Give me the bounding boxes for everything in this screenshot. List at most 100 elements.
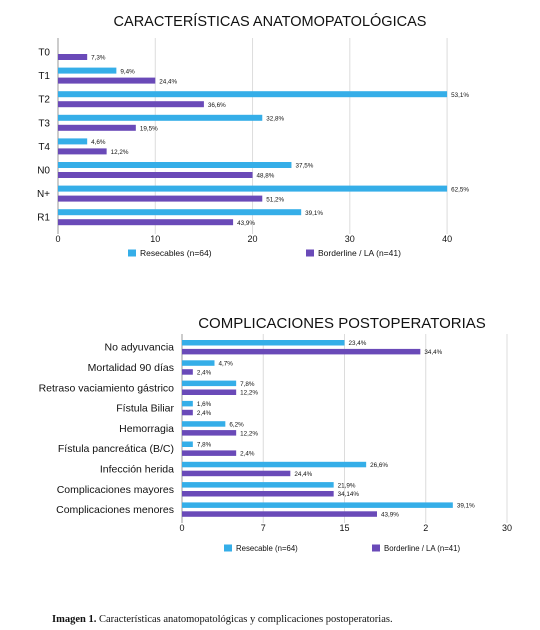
data-label: 48,8% [257, 173, 275, 180]
legend-swatch [224, 544, 232, 552]
data-label: 4,6% [91, 139, 106, 146]
bar [182, 502, 453, 508]
data-label: 7,8% [240, 381, 255, 388]
category-label: Complicaciones menores [56, 504, 174, 516]
bar [58, 209, 302, 216]
legend-label: Borderline / LA (n=41) [318, 248, 401, 258]
category-label: Complicaciones mayores [57, 484, 174, 496]
figure-caption: Imagen 1. Características anatomopatológ… [52, 614, 393, 625]
x-tick-label: 0 [179, 523, 184, 533]
data-label: 39,1% [305, 210, 323, 217]
bar [182, 450, 237, 456]
bar [182, 461, 367, 468]
x-tick-label: 20 [248, 234, 258, 244]
chart-anatomo: CARACTERÍSTICAS ANATOMOPATOLÓGICAS 0 10 20 3… [37, 13, 469, 258]
data-label: 2,4% [197, 410, 212, 417]
bar [182, 340, 345, 346]
legend-swatch [372, 544, 380, 552]
bar [58, 114, 263, 121]
data-label: 37,5% [295, 163, 313, 170]
category-label: R1 [37, 213, 50, 224]
data-label: 4,7% [219, 361, 234, 368]
bar [58, 77, 156, 84]
category-label: Fístula pancreática (B/C) [58, 443, 174, 455]
data-label: 51,2% [266, 196, 284, 203]
category-label: T1 [38, 71, 50, 82]
category-label: Mortalidad 90 días [88, 362, 174, 374]
bar [58, 138, 88, 145]
bar [182, 360, 215, 366]
x-tick-label: 7 [261, 523, 266, 533]
data-label: 43,9% [381, 512, 399, 519]
data-label: 43,9% [237, 220, 255, 227]
category-label: Fístula Biliar [116, 403, 174, 415]
x-tick-label: 30 [345, 234, 355, 244]
data-label: 19,5% [140, 126, 158, 133]
bar [182, 511, 377, 517]
bar [182, 430, 237, 436]
data-label: 34,14% [338, 491, 360, 498]
bar [182, 421, 226, 427]
data-label: 6,2% [229, 421, 244, 428]
bar [182, 491, 334, 497]
x-tick-label: 0 [55, 234, 60, 244]
bar [58, 185, 448, 192]
bar [58, 54, 88, 60]
category-label: T4 [38, 142, 50, 153]
category-label: Hemorragia [119, 423, 174, 435]
data-label: 2,4% [240, 451, 255, 458]
chart-complic: COMPLICACIONES POSTOPERATORIAS 0 7 15 2 30 No … [39, 315, 512, 553]
bar [182, 348, 421, 355]
category-label: N+ [37, 189, 50, 200]
bar [58, 67, 117, 74]
bar [58, 219, 234, 226]
data-label: 12,2% [240, 390, 258, 397]
data-label: 23,4% [349, 340, 367, 347]
category-label: T3 [38, 118, 50, 129]
bar [58, 91, 448, 98]
legend-label: Borderline / LA (n=41) [384, 544, 460, 553]
bar [182, 441, 193, 447]
data-label: 24,4% [294, 471, 312, 478]
x-tick-label: 2 [423, 523, 428, 533]
data-label: 32,8% [266, 116, 284, 123]
bar [58, 172, 253, 178]
data-label: 9,4% [120, 68, 135, 75]
caption-text: Características anatomopatológicas y com… [96, 614, 393, 625]
data-label: 36,6% [208, 102, 226, 109]
data-label: 39,1% [457, 503, 475, 510]
data-label: 53,1% [451, 92, 469, 99]
chart-title: COMPLICACIONES POSTOPERATORIAS [198, 315, 486, 332]
bar [58, 148, 107, 155]
data-label: 26,6% [370, 462, 388, 469]
data-label: 7,8% [197, 442, 212, 449]
bar [58, 101, 204, 108]
category-label: N0 [37, 166, 50, 177]
data-label: 21,9% [338, 482, 356, 489]
legend-label: Resecable (n=64) [236, 544, 298, 553]
legend-swatch [306, 249, 314, 257]
bar [58, 195, 263, 202]
category-label: T2 [38, 95, 50, 106]
bar [58, 124, 136, 131]
data-label: 7,3% [91, 55, 106, 62]
x-tick-label: 15 [339, 523, 349, 533]
x-tick-label: 30 [502, 523, 512, 533]
bar [58, 162, 292, 168]
bar [182, 380, 237, 387]
data-label: 12,2% [111, 149, 129, 156]
category-label: T0 [38, 48, 50, 59]
caption-label: Imagen 1. [52, 614, 97, 625]
data-label: 62,5% [451, 186, 469, 193]
bar [182, 409, 193, 416]
data-label: 1,6% [197, 401, 212, 408]
data-label: 2,4% [197, 369, 212, 376]
bar [182, 369, 193, 375]
x-tick-label: 10 [150, 234, 160, 244]
legend-label: Resecables (n=64) [140, 248, 212, 258]
data-label: 12,2% [240, 430, 258, 437]
legend-swatch [128, 249, 136, 257]
category-label: No adyuvancia [105, 342, 175, 354]
category-label: Infección herida [100, 464, 174, 476]
